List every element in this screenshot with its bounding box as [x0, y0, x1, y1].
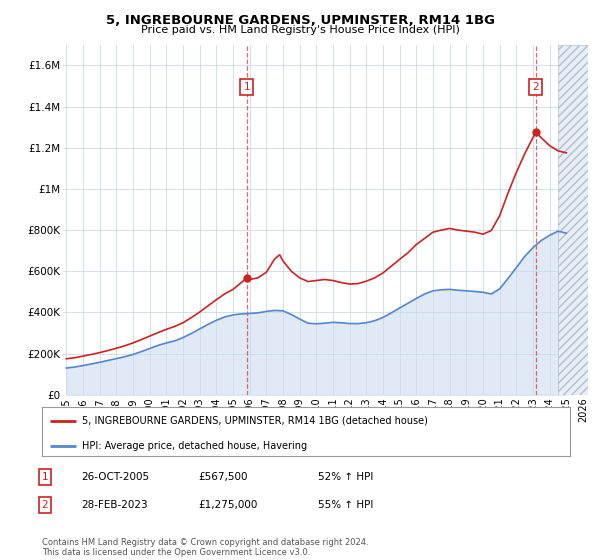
Text: 5, INGREBOURNE GARDENS, UPMINSTER, RM14 1BG: 5, INGREBOURNE GARDENS, UPMINSTER, RM14 …	[106, 14, 494, 27]
Text: 2: 2	[41, 500, 49, 510]
Text: 26-OCT-2005: 26-OCT-2005	[81, 472, 149, 482]
Text: HPI: Average price, detached house, Havering: HPI: Average price, detached house, Have…	[82, 441, 307, 451]
Text: 1: 1	[41, 472, 49, 482]
Text: 5, INGREBOURNE GARDENS, UPMINSTER, RM14 1BG (detached house): 5, INGREBOURNE GARDENS, UPMINSTER, RM14 …	[82, 416, 427, 426]
Text: £567,500: £567,500	[198, 472, 248, 482]
Text: 52% ↑ HPI: 52% ↑ HPI	[318, 472, 373, 482]
Text: Price paid vs. HM Land Registry's House Price Index (HPI): Price paid vs. HM Land Registry's House …	[140, 25, 460, 35]
Text: 1: 1	[244, 82, 250, 92]
Text: Contains HM Land Registry data © Crown copyright and database right 2024.
This d: Contains HM Land Registry data © Crown c…	[42, 538, 368, 557]
Text: 2: 2	[532, 82, 539, 92]
Text: 28-FEB-2023: 28-FEB-2023	[81, 500, 148, 510]
Text: 55% ↑ HPI: 55% ↑ HPI	[318, 500, 373, 510]
Text: £1,275,000: £1,275,000	[198, 500, 257, 510]
